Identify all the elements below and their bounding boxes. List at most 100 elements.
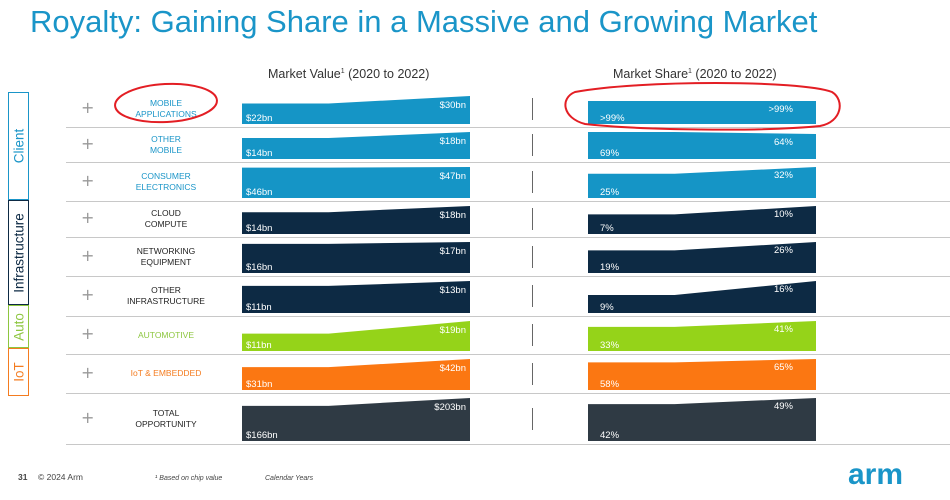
crosshair-icon: +	[81, 407, 95, 427]
column-divider	[532, 170, 533, 193]
page-title: Royalty: Gaining Share in a Massive and …	[30, 4, 818, 39]
category-label: OTHER INFRASTRUCTURE	[127, 285, 205, 306]
market-share-end: 49%	[774, 401, 794, 412]
category-label: MOBILE APPLICATIONS	[135, 98, 197, 119]
column-divider	[532, 98, 533, 120]
annotation-circle-share	[564, 82, 841, 131]
crosshair-icon: +	[81, 98, 95, 117]
market-value-start: $16bn	[246, 262, 272, 273]
column-divider	[532, 208, 533, 230]
copyright: © 2024 Arm	[38, 472, 84, 482]
market-share-end: 65%	[774, 362, 794, 373]
row-divider	[66, 393, 950, 394]
market-value-start: $166bn	[246, 430, 278, 441]
column-divider	[532, 407, 533, 430]
row-divider	[66, 354, 950, 355]
market-value-end: $18bn	[440, 136, 466, 147]
market-share-bar	[588, 398, 816, 441]
market-share-bar	[588, 359, 816, 390]
market-value-start: $14bn	[246, 148, 272, 159]
row-divider	[66, 127, 950, 128]
crosshair-icon: +	[81, 208, 95, 227]
category-label: IoT & EMBEDDED	[130, 368, 202, 378]
market-share-bar	[588, 101, 816, 124]
market-share-bar	[588, 321, 816, 351]
annotation-circle-mobile	[114, 82, 218, 124]
category-label: CLOUD COMPUTE	[144, 208, 188, 229]
crosshair-icon: +	[81, 285, 95, 304]
market-value-start: $14bn	[246, 223, 272, 234]
market-value-end: $19bn	[440, 325, 466, 336]
market-value-start: $22bn	[246, 113, 272, 124]
column-divider	[532, 245, 533, 268]
market-share-end: 10%	[774, 209, 794, 220]
market-share-end: 26%	[774, 245, 794, 256]
market-share-bar	[588, 167, 816, 198]
market-value-bar	[242, 242, 470, 273]
market-share-start: >99%	[600, 113, 625, 124]
market-value-bar	[242, 96, 470, 124]
row-divider	[66, 316, 950, 317]
footnote: ¹ Based on chip value	[155, 475, 223, 482]
market-share-header: Market Share1 (2020 to 2022)	[613, 67, 777, 81]
market-share-start: 25%	[600, 187, 620, 198]
market-share-start: 58%	[600, 379, 620, 390]
market-value-end: $18bn	[440, 210, 466, 221]
market-share-bar	[588, 206, 816, 234]
column-divider	[532, 133, 533, 156]
market-value-bar	[242, 321, 470, 351]
market-share-start: 9%	[600, 302, 614, 313]
market-share-start: 42%	[600, 430, 620, 441]
row-divider	[66, 237, 950, 238]
calendar-note: Calendar Years	[265, 475, 314, 482]
segment-client: Client	[8, 92, 29, 200]
crosshair-icon: +	[81, 245, 95, 265]
market-share-end: 16%	[774, 284, 794, 295]
row-divider	[66, 162, 950, 163]
row-divider	[66, 276, 950, 277]
segment-auto: Auto	[8, 305, 29, 348]
segment-iot: IoT	[8, 348, 29, 396]
column-divider	[532, 285, 533, 307]
market-value-start: $46bn	[246, 187, 272, 198]
market-share-start: 19%	[600, 262, 620, 273]
column-divider	[532, 362, 533, 385]
market-value-start: $11bn	[246, 340, 272, 351]
market-value-bar	[242, 167, 470, 198]
market-value-start: $11bn	[246, 302, 272, 313]
market-value-end: $30bn	[440, 100, 466, 111]
market-share-end: >99%	[768, 104, 793, 115]
market-value-end: $42bn	[440, 363, 466, 374]
market-share-bar	[588, 132, 816, 159]
crosshair-icon: +	[81, 324, 95, 343]
segment-infrastructure: Infrastructure	[8, 200, 29, 305]
market-share-end: 64%	[774, 137, 794, 148]
category-label: NETWORKING EQUIPMENT	[136, 245, 196, 267]
market-share-bar	[588, 242, 816, 273]
market-share-start: 7%	[600, 223, 614, 234]
row-divider	[66, 201, 950, 202]
column-divider	[532, 324, 533, 346]
market-value-end: $17bn	[440, 246, 466, 257]
market-share-start: 69%	[600, 148, 620, 159]
category-label: CONSUMER ELECTRONICS	[135, 170, 197, 192]
market-value-bar	[242, 359, 470, 390]
market-share-bar	[588, 281, 816, 313]
row-divider	[66, 444, 950, 445]
market-value-bar	[242, 398, 470, 441]
arm-logo: arm	[848, 458, 904, 491]
market-value-start: $31bn	[246, 379, 272, 390]
market-share-end: 32%	[774, 170, 794, 181]
crosshair-icon: +	[81, 133, 95, 153]
market-value-end: $203bn	[434, 402, 466, 413]
market-value-bar	[242, 206, 470, 234]
market-share-start: 33%	[600, 340, 620, 351]
market-value-end: $47bn	[440, 171, 466, 182]
category-label: AUTOMOTIVE	[137, 329, 195, 340]
market-value-header: Market Value1 (2020 to 2022)	[268, 67, 430, 81]
page-number: 31	[18, 472, 28, 482]
market-value-bar	[242, 281, 470, 313]
market-value-end: $13bn	[440, 285, 466, 296]
market-share-end: 41%	[774, 324, 794, 335]
